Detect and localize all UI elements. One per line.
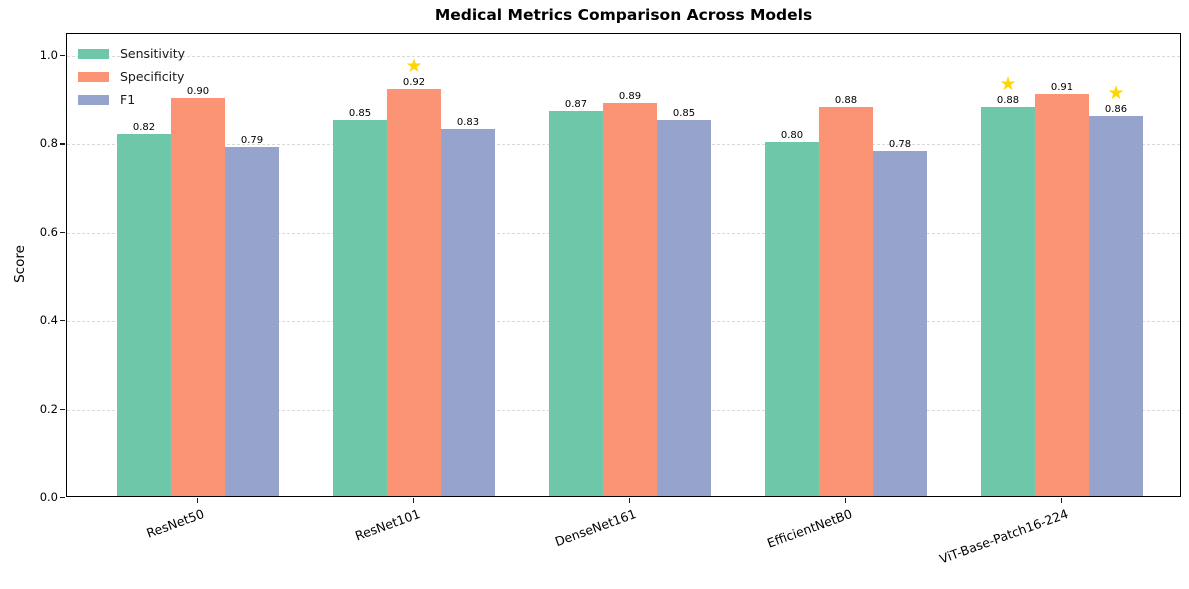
gridline bbox=[67, 56, 1180, 57]
y-tick bbox=[60, 143, 65, 145]
bar-f1-efficientnetb0 bbox=[873, 151, 927, 496]
star-icon: ★ bbox=[405, 55, 423, 78]
bar-f1-resnet101 bbox=[441, 129, 495, 496]
legend: Sensitivity Specificity F1 bbox=[78, 42, 185, 111]
bar-value-label: 0.79 bbox=[240, 134, 264, 146]
y-tick bbox=[60, 231, 65, 233]
star-icon: ★ bbox=[999, 73, 1017, 96]
bar-value-label: 0.83 bbox=[456, 117, 480, 129]
bar-f1-resnet50 bbox=[225, 146, 279, 496]
legend-label: Sensitivity bbox=[120, 46, 186, 61]
bar-value-label: 0.90 bbox=[186, 86, 210, 98]
bar-value-label: 0.78 bbox=[888, 139, 912, 151]
x-tick-label: EfficientNetB0 bbox=[765, 506, 855, 551]
bar-specificity-resnet101 bbox=[387, 89, 441, 496]
bar-specificity-densenet161 bbox=[603, 102, 657, 496]
bar-value-label: 0.85 bbox=[348, 108, 372, 120]
y-tick bbox=[60, 408, 65, 410]
bar-sensitivity-resnet50 bbox=[117, 133, 171, 496]
bar-specificity-vit-base-patch16-224 bbox=[1035, 93, 1089, 496]
bar-sensitivity-resnet101 bbox=[333, 120, 387, 496]
bar-sensitivity-efficientnetb0 bbox=[765, 142, 819, 496]
y-tick-label: 0.8 bbox=[39, 136, 58, 151]
bar-value-label: 0.85 bbox=[672, 108, 696, 120]
bar-value-label: 0.89 bbox=[618, 90, 642, 102]
x-tick-label: DenseNet161 bbox=[552, 506, 639, 550]
chart-title: Medical Metrics Comparison Across Models bbox=[434, 6, 813, 24]
legend-swatch bbox=[78, 94, 109, 105]
y-tick-label: 0.0 bbox=[39, 490, 58, 504]
bar-value-label: 0.91 bbox=[1050, 81, 1074, 93]
y-tick bbox=[60, 55, 65, 57]
legend-item-sensitivity: Sensitivity bbox=[78, 42, 185, 65]
legend-swatch bbox=[78, 71, 109, 82]
x-tick bbox=[845, 498, 847, 503]
bar-value-label: 0.92 bbox=[402, 77, 426, 89]
plot-area: 0.82 0.90 0.79 0.85 0.92 ★ 0.83 0.87 0.89 0.85 0.8… bbox=[66, 33, 1181, 497]
bar-value-label: 0.86 bbox=[1104, 103, 1128, 115]
y-tick bbox=[60, 320, 65, 322]
y-tick-label: 0.2 bbox=[39, 401, 58, 416]
star-icon: ★ bbox=[1107, 81, 1125, 104]
legend-swatch bbox=[78, 48, 109, 59]
x-tick-label: ViT-Base-Patch16-224 bbox=[937, 506, 1071, 567]
x-tick bbox=[629, 498, 631, 503]
legend-label: Specificity bbox=[120, 69, 185, 84]
bar-f1-vit-base-patch16-224 bbox=[1089, 115, 1143, 496]
bar-value-label: 0.82 bbox=[132, 121, 156, 133]
legend-item-f1: F1 bbox=[78, 88, 185, 111]
y-tick-label: 1.0 bbox=[39, 48, 58, 62]
bar-specificity-efficientnetb0 bbox=[819, 107, 873, 496]
bar-f1-densenet161 bbox=[657, 120, 711, 496]
bar-value-label: 0.88 bbox=[834, 95, 858, 107]
legend-label: F1 bbox=[120, 92, 136, 107]
x-tick-label: ResNet50 bbox=[144, 506, 207, 541]
x-tick bbox=[413, 498, 415, 503]
bar-specificity-resnet50 bbox=[171, 98, 225, 496]
bar-value-label: 0.87 bbox=[564, 99, 588, 111]
bar-value-label: 0.80 bbox=[780, 130, 804, 142]
y-axis-label: Score bbox=[12, 245, 28, 283]
bar-value-label: 0.88 bbox=[996, 95, 1020, 107]
y-tick bbox=[60, 497, 65, 499]
bar-sensitivity-vit-base-patch16-224 bbox=[981, 107, 1035, 496]
y-tick-label: 0.4 bbox=[39, 313, 58, 328]
x-tick bbox=[1061, 498, 1063, 503]
y-tick-label: 0.6 bbox=[39, 224, 58, 239]
bar-sensitivity-densenet161 bbox=[549, 111, 603, 496]
x-tick-label: ResNet101 bbox=[352, 506, 423, 544]
x-tick bbox=[197, 498, 199, 503]
legend-item-specificity: Specificity bbox=[78, 65, 185, 88]
